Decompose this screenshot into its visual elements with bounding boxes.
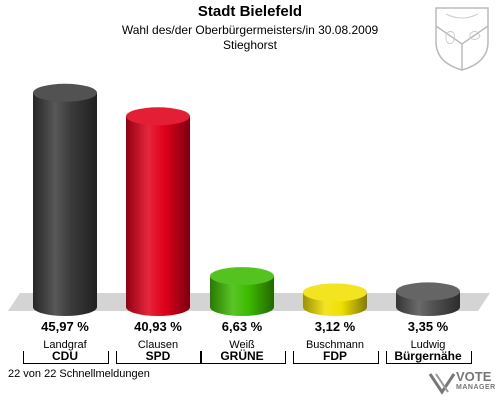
category-bracket bbox=[116, 351, 202, 364]
party-label: SPD bbox=[145, 349, 171, 363]
candidate-name: Buschmann bbox=[305, 339, 365, 351]
value-label: 3,12 % bbox=[314, 319, 356, 334]
coat-of-arms-icon bbox=[435, 7, 489, 71]
candidate-name: Clausen bbox=[137, 339, 179, 351]
bar-fdp bbox=[303, 283, 367, 316]
value-label: 45,97 % bbox=[41, 319, 89, 334]
district-name: Stieghorst bbox=[222, 38, 278, 52]
brand-vote-text: VOTE bbox=[456, 369, 492, 384]
category-bracket bbox=[293, 351, 379, 364]
party-label: GRÜNE bbox=[220, 349, 264, 363]
candidate-name: Ludwig bbox=[410, 339, 446, 351]
bar-body bbox=[126, 116, 190, 316]
candidate-name: Landgraf bbox=[43, 339, 87, 351]
chart-title: Stadt Bielefeld bbox=[197, 3, 303, 20]
bar-cdu bbox=[33, 83, 97, 316]
party-label: Bürgernähe bbox=[394, 349, 462, 363]
vote-manager-logo bbox=[428, 373, 456, 395]
brand-manager-text: MANAGER bbox=[456, 384, 496, 391]
value-label: 40,93 % bbox=[134, 319, 182, 334]
bar-cap bbox=[396, 282, 460, 301]
value-label: 6,63 % bbox=[221, 319, 263, 334]
party-label: CDU bbox=[52, 349, 78, 363]
bar-body bbox=[210, 276, 274, 316]
category-bracket bbox=[386, 351, 472, 364]
reporting-status: 22 von 22 Schnellmeldungen bbox=[8, 368, 150, 380]
bar-spd bbox=[126, 107, 190, 316]
bar-bürgernähe bbox=[396, 282, 460, 316]
bar-cap bbox=[210, 267, 274, 286]
candidate-name: Weiß bbox=[229, 339, 255, 351]
bar-grüne bbox=[210, 267, 274, 316]
party-label: FDP bbox=[323, 349, 347, 363]
bar-cap bbox=[33, 83, 97, 102]
election-subtitle: Wahl des/der Oberbürgermeisters/in 30.08… bbox=[121, 23, 379, 37]
bar-cap bbox=[303, 283, 367, 302]
category-bracket bbox=[200, 351, 286, 364]
bar-body bbox=[33, 92, 97, 316]
bar-cap bbox=[126, 107, 190, 126]
value-label: 3,35 % bbox=[407, 319, 449, 334]
category-bracket bbox=[23, 351, 109, 364]
